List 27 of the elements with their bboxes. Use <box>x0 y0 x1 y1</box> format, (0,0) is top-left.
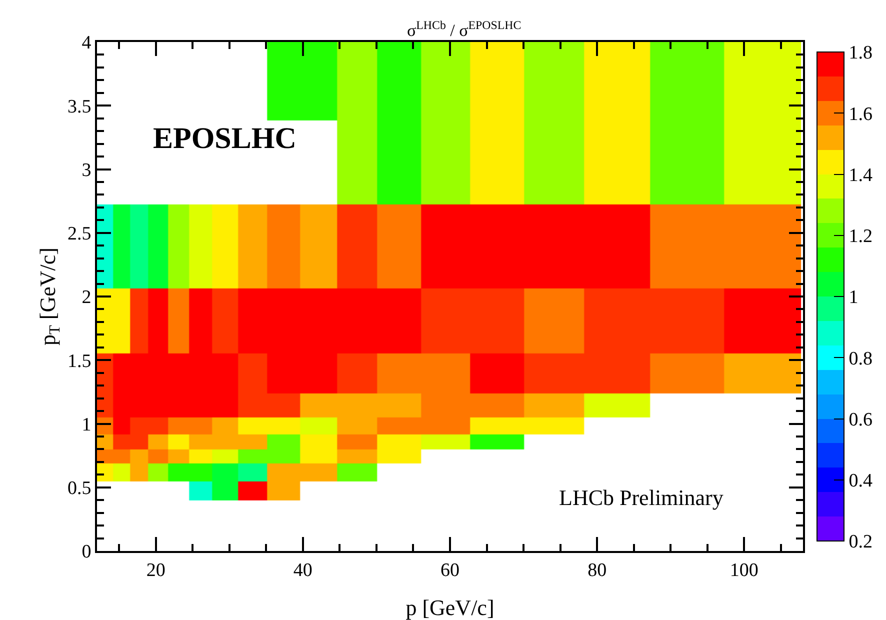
x-tick-label: 20 <box>146 560 166 581</box>
color-bar-label: 0.4 <box>848 470 874 492</box>
y-tick-label: 3 <box>82 160 92 181</box>
x-tick-label: 40 <box>293 560 312 581</box>
color-bar-label: 1.6 <box>848 104 873 125</box>
y-tick-label: 3.5 <box>67 96 92 118</box>
chart-title: σ$^{LHCb}$ / σ$^{EPOSLHC}$ <box>407 18 522 40</box>
color-bar-label: 1.2 <box>848 226 873 248</box>
annotation: LHCb Preliminary <box>559 485 724 510</box>
color-bar-label: 0.8 <box>848 348 873 370</box>
color-bar-label: 1 <box>848 287 858 308</box>
y-tick-label: 2 <box>82 287 92 308</box>
x-axis-title: p [GeV/c] <box>406 595 494 620</box>
y-tick-label: 4 <box>82 32 92 54</box>
y-tick-label: 2.5 <box>67 224 92 245</box>
y-tick-label: 0.5 <box>67 478 92 500</box>
color-bar-label: 1.4 <box>848 164 874 186</box>
y-tick-label: 1.5 <box>67 350 92 372</box>
x-tick-label: 60 <box>440 560 460 581</box>
color-bar-label: 0.6 <box>848 409 873 430</box>
x-tick-label: 100 <box>730 560 758 581</box>
annotation: EPOSLHC <box>153 122 296 155</box>
y-tick-label: 0 <box>82 542 92 563</box>
x-tick-label: 80 <box>588 560 607 581</box>
color-bar-label: 1.8 <box>848 42 873 64</box>
color-bar-label: 0.2 <box>848 532 873 553</box>
y-tick-label: 1 <box>82 414 92 436</box>
